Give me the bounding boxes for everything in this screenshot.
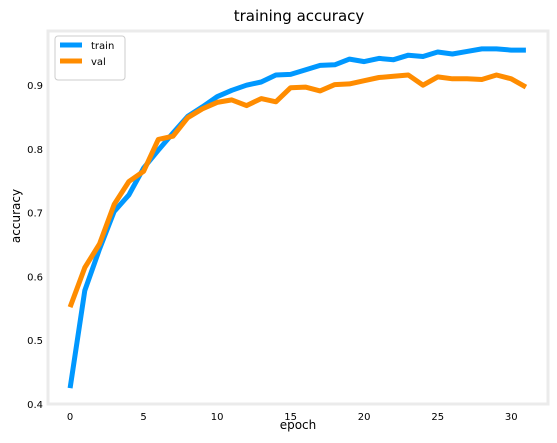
series-line-val xyxy=(67,72,528,308)
x-axis-label: epoch xyxy=(280,418,317,432)
y-tick-label: 0.8 xyxy=(27,145,43,156)
x-tick-label: 5 xyxy=(140,412,146,423)
legend-label-val: val xyxy=(91,57,106,68)
legend-label-train: train xyxy=(91,41,114,52)
x-tick-label: 20 xyxy=(358,412,371,423)
y-tick-label: 0.4 xyxy=(27,400,43,411)
legend: train val xyxy=(54,35,126,81)
y-tick-label: 0.5 xyxy=(27,336,43,347)
y-tick-label: 0.9 xyxy=(27,81,43,92)
plot-area xyxy=(46,29,550,406)
y-tick-label: 0.7 xyxy=(27,209,43,220)
y-axis-ticks: 0.4 0.5 0.6 0.7 0.8 0.9 xyxy=(27,81,43,411)
series-layer xyxy=(67,46,528,389)
x-tick-label: 10 xyxy=(211,412,224,423)
x-tick-label: 30 xyxy=(505,412,518,423)
x-axis-ticks: 0 5 10 15 20 25 30 xyxy=(67,412,518,423)
x-tick-label: 25 xyxy=(431,412,444,423)
y-axis-label: accuracy xyxy=(9,189,23,243)
y-tick-label: 0.6 xyxy=(27,272,43,283)
x-tick-label: 0 xyxy=(67,412,73,423)
x-tick-label: 15 xyxy=(284,412,297,423)
chart-title: training accuracy xyxy=(234,7,365,25)
